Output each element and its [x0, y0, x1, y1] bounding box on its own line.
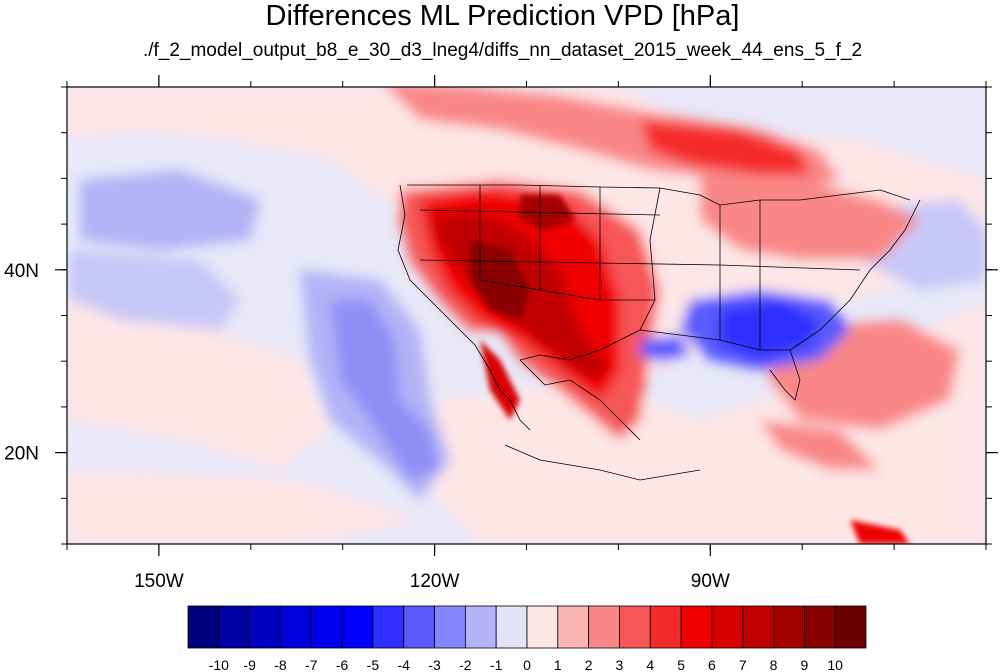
colorbar-label: -1	[490, 657, 503, 672]
colorbar-swatch	[249, 605, 281, 649]
colorbar-label: -3	[428, 657, 441, 672]
colorbar-label: 1	[554, 657, 562, 672]
colorbar-swatch	[310, 605, 343, 649]
colorbar-swatch	[341, 605, 374, 649]
colorbar-swatch	[619, 605, 651, 649]
colorbar-label: 10	[827, 657, 843, 672]
colorbar-swatch	[711, 605, 744, 649]
coastline-borders	[397, 184, 921, 481]
colorbar-swatch	[773, 605, 805, 649]
colorbar-swatch	[588, 605, 620, 649]
colorbar-swatch	[372, 605, 405, 649]
map-subtitle: ./f_2_model_output_b8_e_30_d3_lneg4/diff…	[142, 40, 863, 61]
colorbar-swatch	[187, 605, 220, 649]
colorbar-swatch	[495, 605, 528, 649]
colorbar-label: -8	[274, 657, 287, 672]
colorbar-swatch	[834, 605, 867, 649]
colorbar-swatch	[557, 605, 590, 649]
colorbar-label: -9	[243, 657, 256, 672]
colorbar-label: 9	[800, 657, 808, 672]
colorbar-label: 4	[646, 657, 654, 672]
map-title: Differences ML Prediction VPD [hPa]	[265, 0, 740, 32]
vpd-difference-field	[67, 87, 986, 544]
colorbar-swatch	[280, 605, 312, 649]
colorbar-label: -2	[459, 657, 472, 672]
colorbar: -10 -9 -8 -7 -6 -5 -4 -3 -2 -1 0 1 2 3 4 5 6 7 8 9 10	[187, 605, 867, 672]
lon-tick-label: 150W	[134, 571, 184, 592]
lat-tick-label: 20N	[4, 444, 39, 465]
colorbar-label: -10	[209, 657, 229, 672]
colorbar-swatch	[434, 605, 466, 649]
colorbar-label: -6	[336, 657, 349, 672]
colorbar-label: -4	[398, 657, 411, 672]
colorbar-swatch	[680, 605, 713, 649]
lat-tick-label: 40N	[4, 261, 39, 282]
colorbar-swatch	[803, 605, 836, 649]
colorbar-label: 3	[616, 657, 624, 672]
colorbar-label: 5	[677, 657, 685, 672]
colorbar-label: -5	[367, 657, 380, 672]
map-axes: 150W 120W 90W 40N 20N	[4, 75, 998, 592]
lon-tick-label: 90W	[691, 571, 730, 592]
colorbar-label: 7	[739, 657, 747, 672]
colorbar-label: -7	[305, 657, 318, 672]
colorbar-swatch	[742, 605, 774, 649]
colorbar-label: 0	[523, 657, 531, 672]
colorbar-label: 2	[585, 657, 593, 672]
colorbar-label: 8	[770, 657, 778, 672]
colorbar-swatch	[403, 605, 435, 649]
colorbar-swatch	[649, 605, 682, 649]
colorbar-label: 6	[708, 657, 716, 672]
colorbar-swatch	[218, 605, 251, 649]
colorbar-swatch	[526, 605, 559, 649]
lon-tick-label: 120W	[410, 571, 460, 592]
colorbar-swatch	[464, 605, 497, 649]
